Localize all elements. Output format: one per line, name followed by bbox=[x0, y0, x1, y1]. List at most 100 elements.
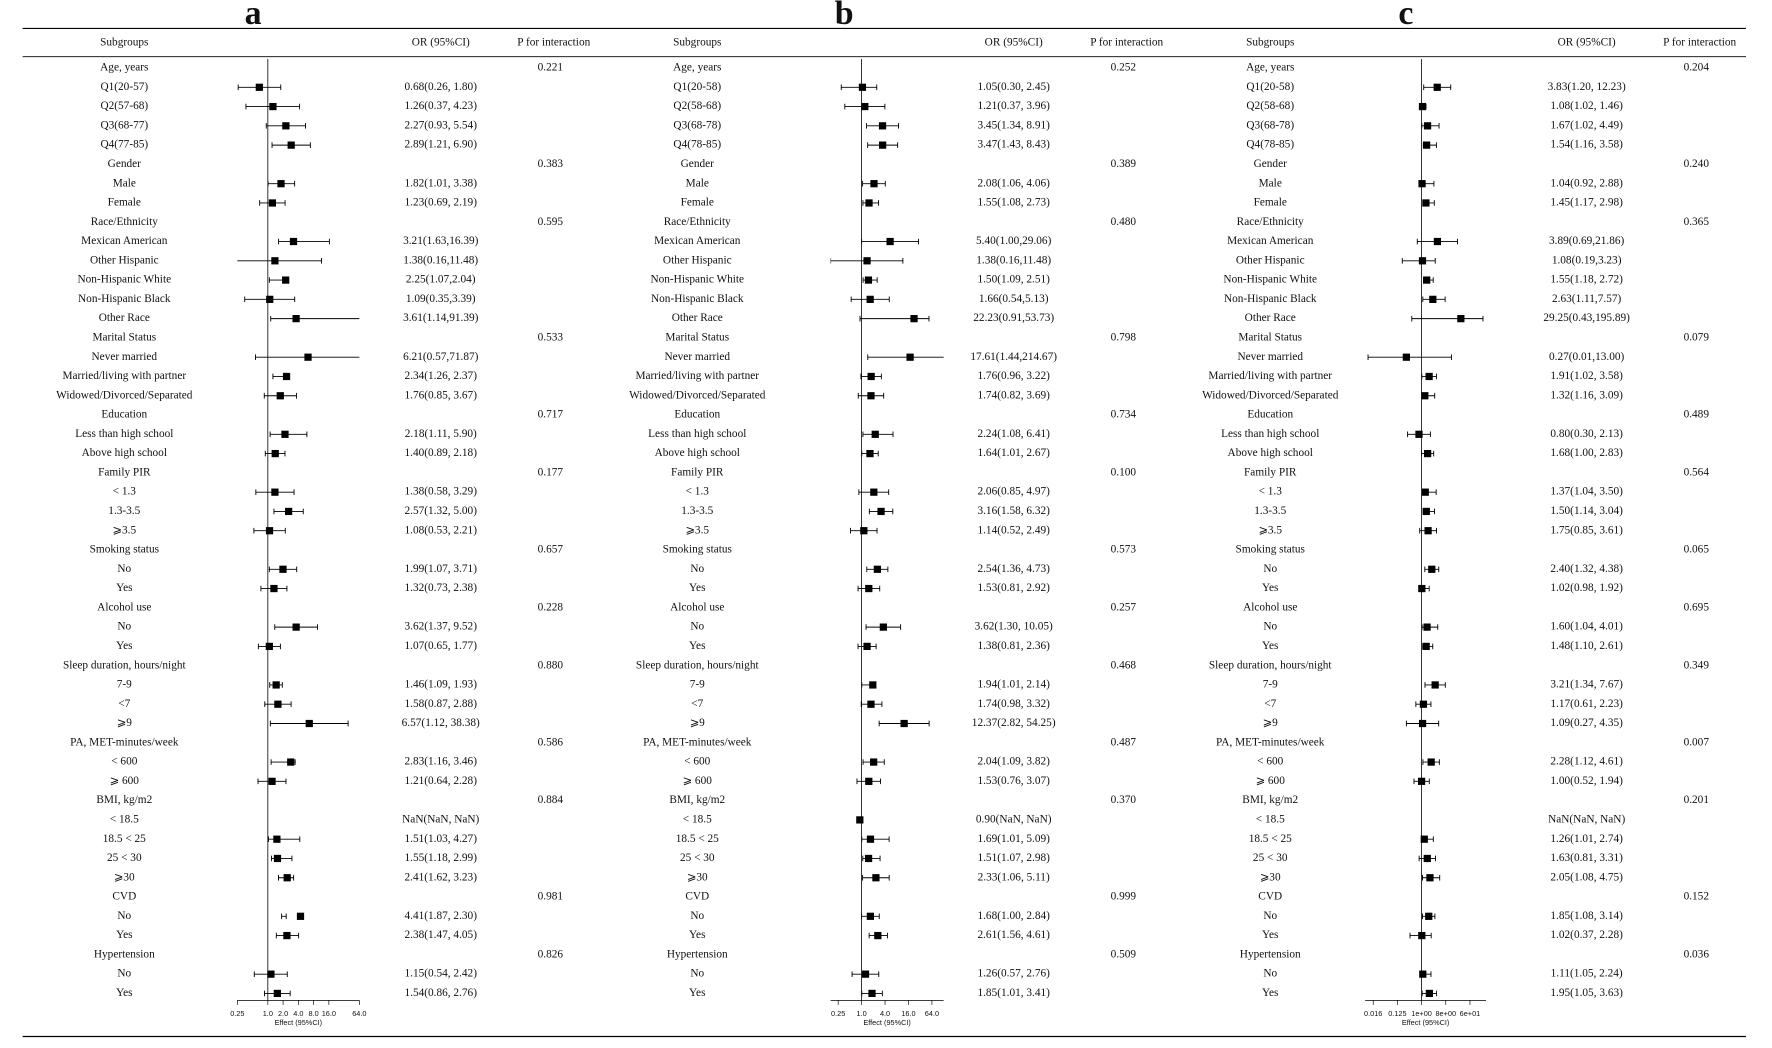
subgroup-label: CVD bbox=[685, 891, 709, 903]
subgroup-label: < 1.3 bbox=[113, 486, 137, 498]
p-interaction: 0.036 bbox=[1684, 948, 1710, 960]
p-interaction: 0.177 bbox=[538, 466, 564, 478]
point-estimate bbox=[1423, 854, 1431, 863]
point-estimate bbox=[292, 623, 300, 631]
p-interaction: 0.201 bbox=[1684, 794, 1709, 806]
subgroup-label: Never married bbox=[1237, 351, 1303, 363]
or-ci-label: 4.41(1.87, 2.30) bbox=[404, 910, 477, 922]
point-estimate bbox=[906, 353, 914, 361]
subgroup-label: Marital Status bbox=[92, 332, 156, 344]
subgroup-label: Q4(78-85) bbox=[673, 139, 721, 151]
subgroup-label: Non-Hispanic Black bbox=[651, 293, 744, 305]
or-ci-label: 1.74(0.82, 3.69) bbox=[977, 389, 1050, 401]
subgroup-label: Never married bbox=[92, 351, 158, 363]
subgroup-label: Q3(68-78) bbox=[1246, 119, 1294, 131]
point-estimate bbox=[856, 816, 864, 824]
or-ci-label: 1.08(0.19,3.23) bbox=[1552, 254, 1622, 266]
subgroup-label: Non-Hispanic Black bbox=[78, 293, 171, 305]
subgroup-label: Alcohol use bbox=[670, 601, 724, 613]
subgroup-label: Hypertension bbox=[94, 948, 155, 960]
subgroup-label: 1.3-3.5 bbox=[681, 505, 713, 517]
subgroup-label: Yes bbox=[116, 929, 132, 941]
point-estimate bbox=[864, 854, 873, 863]
x-tick-label: 1e+00 bbox=[1411, 1009, 1432, 1018]
point-estimate bbox=[271, 449, 279, 458]
point-estimate bbox=[863, 642, 871, 651]
point-estimate bbox=[867, 392, 875, 400]
subgroup-label: Alcohol use bbox=[97, 601, 151, 613]
point-estimate bbox=[1422, 642, 1430, 651]
point-estimate bbox=[282, 372, 291, 381]
point-estimate bbox=[255, 83, 263, 91]
subgroup-label: Mexican American bbox=[654, 235, 741, 247]
subgroup-label: <7 bbox=[691, 698, 703, 710]
or-ci-label: 1.05(0.30, 2.45) bbox=[977, 81, 1050, 93]
subgroup-label: Yes bbox=[1262, 640, 1278, 652]
point-estimate bbox=[879, 141, 887, 149]
or-ci-label: 2.41(1.62, 3.23) bbox=[404, 871, 477, 883]
subgroup-label: Race/Ethnicity bbox=[664, 216, 731, 228]
or-ci-label: 2.05(1.08, 4.75) bbox=[1550, 871, 1623, 883]
subgroup-label: PA, MET-minutes/week bbox=[1216, 736, 1325, 748]
point-estimate bbox=[271, 257, 279, 265]
point-estimate bbox=[283, 931, 291, 940]
point-estimate bbox=[865, 777, 873, 785]
plot-area bbox=[1367, 58, 1484, 1001]
p-interaction: 0.981 bbox=[538, 891, 563, 903]
column-header: Subgroups bbox=[100, 37, 148, 49]
subgroup-label: No bbox=[690, 968, 704, 980]
subgroup-label: Married/living with partner bbox=[63, 370, 187, 382]
subgroup-label: Q4(78-85) bbox=[1246, 139, 1294, 151]
subgroup-label: Q2(58-68) bbox=[673, 100, 721, 112]
point-estimate bbox=[870, 758, 878, 766]
p-interaction: 0.826 bbox=[538, 948, 564, 960]
or-ci-label: 1.02(0.98, 1.92) bbox=[1550, 582, 1623, 594]
subgroup-label: 1.3-3.5 bbox=[1254, 505, 1286, 517]
subgroup-label: ⩾30 bbox=[1260, 871, 1281, 883]
panel-letter: a bbox=[245, 0, 262, 32]
point-estimate bbox=[866, 835, 875, 843]
subgroup-label: CVD bbox=[1258, 891, 1282, 903]
point-estimate bbox=[1425, 989, 1433, 998]
or-ci-label: 2.08(1.06, 4.06) bbox=[977, 177, 1050, 189]
point-estimate bbox=[1418, 931, 1426, 940]
subgroup-label: ⩾ 600 bbox=[683, 775, 713, 787]
subgroup-label: Sleep duration, hours/night bbox=[636, 659, 760, 671]
or-ci-label: 3.89(0.69,21.86) bbox=[1549, 235, 1625, 247]
p-interaction: 0.798 bbox=[1111, 332, 1137, 344]
subgroup-label: Family PIR bbox=[98, 466, 151, 478]
p-interaction: 0.487 bbox=[1111, 736, 1137, 748]
subgroup-label: Gender bbox=[681, 158, 714, 170]
or-ci-label: 1.50(1.14, 3.04) bbox=[1550, 505, 1623, 517]
subgroup-label: Q2(58-68) bbox=[1246, 100, 1294, 112]
point-estimate bbox=[874, 931, 882, 940]
or-ci-label: 1.21(0.37, 3.96) bbox=[977, 100, 1050, 112]
x-axis-label: Effect (95%CI) bbox=[863, 1018, 911, 1027]
or-ci-label: 6.57(1.12, 38.38) bbox=[402, 717, 480, 729]
or-ci-label: NaN(NaN, NaN) bbox=[402, 813, 479, 825]
p-interaction: 0.065 bbox=[1684, 544, 1710, 556]
x-tick-label: 6e+01 bbox=[1460, 1009, 1481, 1018]
subgroup-label: Age, years bbox=[673, 62, 721, 74]
point-estimate bbox=[1418, 584, 1426, 593]
subgroup-label: 1.3-3.5 bbox=[108, 505, 140, 517]
subgroup-label: < 18.5 bbox=[110, 813, 139, 825]
subgroup-label: ⩾3.5 bbox=[113, 524, 137, 536]
p-interaction: 0.695 bbox=[1684, 601, 1710, 613]
p-interaction: 0.468 bbox=[1111, 659, 1137, 671]
column-header: OR (95%CI) bbox=[1558, 37, 1616, 49]
point-estimate bbox=[1426, 874, 1434, 882]
or-ci-label: 1.38(0.81, 2.36) bbox=[977, 640, 1050, 652]
or-ci-label: 0.27(0.01,13.00) bbox=[1549, 351, 1625, 363]
column-header: Subgroups bbox=[1246, 37, 1294, 49]
subgroup-label: Yes bbox=[1262, 987, 1278, 999]
point-estimate bbox=[865, 584, 873, 593]
or-ci-label: 1.15(0.54, 2.42) bbox=[404, 968, 477, 980]
subgroup-label: ⩾ 600 bbox=[110, 775, 140, 787]
or-ci-label: 1.64(1.01, 2.67) bbox=[977, 447, 1050, 459]
or-ci-label: 1.58(0.87, 2.88) bbox=[404, 698, 477, 710]
or-ci-label: 2.54(1.36, 4.73) bbox=[977, 563, 1050, 575]
point-estimate bbox=[1423, 122, 1432, 130]
subgroup-label: Smoking status bbox=[90, 544, 159, 556]
point-estimate bbox=[1425, 372, 1433, 381]
